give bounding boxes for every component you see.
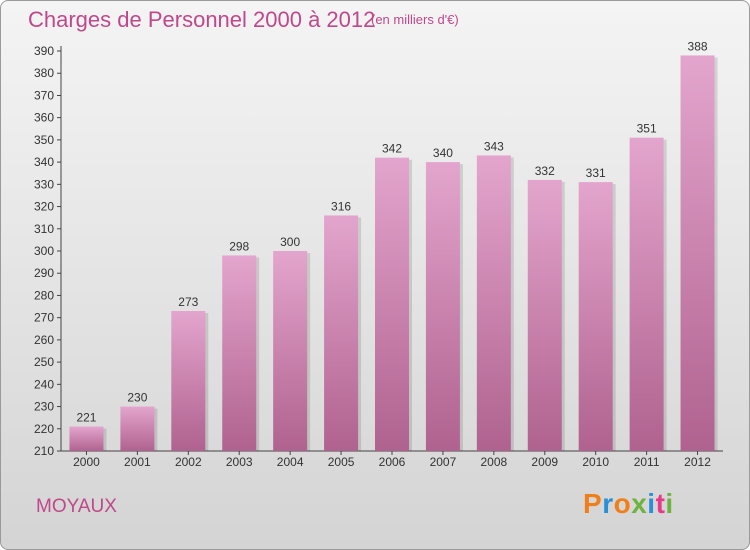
bars <box>69 55 718 451</box>
proxiti-logo[interactable]: Proxiti <box>583 488 674 520</box>
y-tick-label: 300 <box>34 244 54 258</box>
logo-letter: t <box>655 488 666 519</box>
logo-letter: o <box>613 488 632 519</box>
logo-letter: P <box>583 488 603 519</box>
y-tick-label: 230 <box>34 400 54 414</box>
x-tick-label: 2009 <box>531 455 558 469</box>
y-tick-label: 380 <box>34 66 54 80</box>
y-axis: 210 220 230 240 250 260 270 280 290 300 310 320 330 3… <box>34 44 62 458</box>
y-tick-label: 310 <box>34 222 54 236</box>
bar-value-label: 316 <box>331 199 351 213</box>
y-tick-label: 390 <box>34 44 54 58</box>
bar-value-label: 342 <box>382 142 402 156</box>
x-tick-label: 2000 <box>73 455 100 469</box>
bar-value-label: 273 <box>178 295 198 309</box>
bar-value-label: 340 <box>433 146 453 160</box>
bar-value-label: 332 <box>535 164 555 178</box>
chart-title: Charges de Personnel 2000 à 2012 <box>28 7 376 32</box>
bar-value-label: 351 <box>637 122 657 136</box>
bar-2008 <box>476 155 511 451</box>
bar-2009 <box>527 179 562 451</box>
x-tick-label: 2003 <box>226 455 253 469</box>
bar-2006 <box>375 157 409 451</box>
y-tick-label: 330 <box>34 177 54 191</box>
x-tick-label: 2005 <box>328 455 355 469</box>
bar-2001 <box>120 406 155 451</box>
commune-name: MOYAUX <box>36 496 117 517</box>
logo-letter: r <box>602 488 614 519</box>
x-tick-label: 2008 <box>480 455 507 469</box>
bar-value-label: 388 <box>688 39 708 53</box>
x-tick-label: 2001 <box>124 455 151 469</box>
bar-2011 <box>629 137 664 451</box>
x-tick-label: 2004 <box>277 455 304 469</box>
bar-2004 <box>273 251 308 451</box>
bar-value-label: 298 <box>229 239 249 253</box>
bar-2000 <box>69 426 104 451</box>
x-axis: 2000 2001 2002 2003 2004 2005 2006 2007 2008 2009… <box>61 450 723 469</box>
y-tick-label: 360 <box>34 111 54 125</box>
x-tick-label: 2007 <box>430 455 457 469</box>
bar-value-label: 300 <box>280 235 300 249</box>
chart-subtitle: (en milliers d'€) <box>371 12 459 27</box>
x-tick-label: 2010 <box>582 455 609 469</box>
x-tick-label: 2002 <box>175 455 202 469</box>
x-tick-label: 2006 <box>379 455 406 469</box>
bar-value-label: 221 <box>76 411 96 425</box>
bar-value-label: 331 <box>586 166 606 180</box>
x-tick-label: 2012 <box>684 455 711 469</box>
y-tick-label: 290 <box>34 266 54 280</box>
y-tick-label: 320 <box>34 200 54 214</box>
bar-2002 <box>171 311 206 451</box>
y-tick-label: 270 <box>34 311 54 325</box>
y-tick-label: 260 <box>34 333 54 347</box>
y-tick-label: 240 <box>34 377 54 391</box>
y-tick-label: 250 <box>34 355 54 369</box>
bar-value-label: 230 <box>127 391 147 405</box>
bar-labels: 221 230 273 298 300 316 342 340 343 332 331 351 388 <box>76 39 707 424</box>
bar-2012 <box>680 55 715 451</box>
logo-letter: i <box>647 488 656 519</box>
bar-2007 <box>425 162 460 451</box>
logo-letter: i <box>665 488 674 519</box>
bar-2010 <box>578 182 613 451</box>
y-tick-label: 340 <box>34 155 54 169</box>
y-tick-label: 370 <box>34 88 54 102</box>
x-tick-label: 2011 <box>634 455 660 469</box>
y-tick-label: 220 <box>34 422 54 436</box>
y-tick-label: 210 <box>34 444 54 458</box>
bar-2003 <box>222 255 257 451</box>
bar-value-label: 343 <box>484 139 504 153</box>
y-tick-label: 350 <box>34 133 54 147</box>
logo-letter: x <box>631 488 648 519</box>
y-tick-label: 280 <box>34 288 54 302</box>
bar-2005 <box>324 215 359 451</box>
